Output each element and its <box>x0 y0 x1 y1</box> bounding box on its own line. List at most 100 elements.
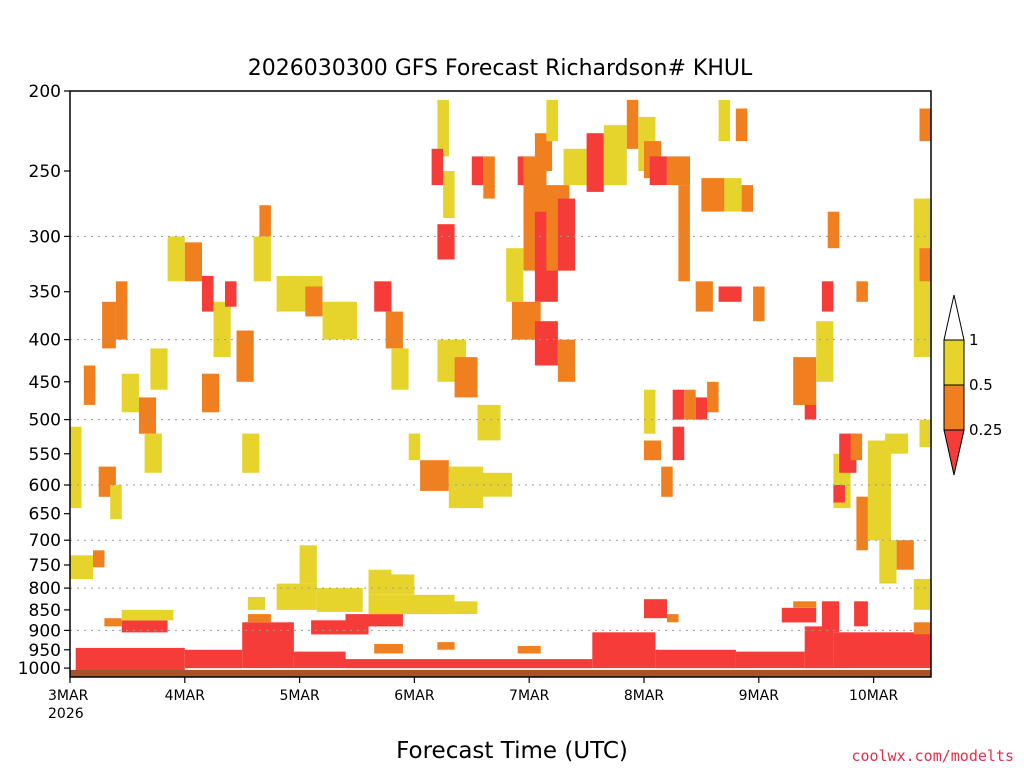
ri-cell-yellow <box>144 433 162 473</box>
ri-cell-yellow <box>477 472 512 497</box>
x-tick-label: 3MAR <box>48 688 89 704</box>
y-tick-label: 600 <box>29 476 61 496</box>
x-tick-label: 7MAR <box>509 688 550 704</box>
ri-cell-orange <box>667 156 690 186</box>
ri-cell-orange <box>793 357 817 405</box>
ri-cell-yellow <box>299 545 317 584</box>
ri-cell-red <box>804 626 834 669</box>
ri-cell-orange <box>93 550 105 568</box>
ri-cell-yellow <box>867 440 891 541</box>
ri-cell-red <box>374 281 392 312</box>
ri-cell-red <box>833 485 845 503</box>
legend-level-label: 0.25 <box>969 421 1002 439</box>
ri-cell-yellow <box>408 433 421 461</box>
ri-cell-yellow <box>477 404 501 441</box>
ri-cell-red <box>534 321 558 366</box>
ri-cell-orange <box>644 440 662 461</box>
y-tick-label: 750 <box>29 556 61 576</box>
ri-cell-orange <box>534 133 553 171</box>
legend-swatch-orange <box>943 384 965 431</box>
ri-cell-yellow <box>276 583 317 610</box>
ri-cell-red <box>833 632 931 669</box>
ri-cell-orange <box>517 646 541 654</box>
ri-cell-orange <box>919 108 931 142</box>
ri-cell-orange <box>701 178 725 212</box>
ri-cell-yellow <box>322 301 357 340</box>
ri-cell-yellow <box>448 601 478 614</box>
ri-cell-red <box>695 397 708 420</box>
color-legend: 1 0.5 0.25 <box>943 294 1002 476</box>
y-tick-label: 250 <box>29 162 61 182</box>
y-tick-label: 850 <box>29 601 61 621</box>
y-tick-label: 900 <box>29 621 61 641</box>
ri-cell-orange <box>793 601 817 608</box>
x-tick-label: 4MAR <box>165 688 206 704</box>
ri-cell-orange <box>104 618 122 627</box>
ri-cell-red <box>225 281 237 307</box>
ri-cell-red <box>184 649 243 669</box>
legend-swatch-yellow <box>943 339 965 386</box>
ri-cell-yellow <box>121 609 174 621</box>
ri-cell-yellow <box>885 433 909 454</box>
ri-cell-orange <box>247 614 271 623</box>
ri-cell-yellow <box>150 348 168 390</box>
ri-cell-orange <box>850 433 863 461</box>
ri-cell-red <box>202 276 214 312</box>
ri-cell-yellow <box>879 540 897 584</box>
ri-cell-orange <box>896 540 914 570</box>
ri-cell-red <box>471 156 484 186</box>
ri-cell-yellow <box>391 574 415 595</box>
ri-cell-red <box>735 651 805 669</box>
ri-cell-red <box>854 601 868 627</box>
ri-cell-yellow <box>546 99 558 142</box>
ri-cell-orange <box>138 397 157 434</box>
ri-cell-red <box>655 649 736 669</box>
y-tick-label: 1000 <box>18 659 61 679</box>
legend-bottom-arrow <box>943 429 965 476</box>
ri-cell-red <box>672 426 685 461</box>
x-tick-label: 10MAR <box>849 688 898 704</box>
ri-cell-yellow <box>644 389 656 434</box>
ri-cell-yellow <box>391 348 409 390</box>
ri-cell-red <box>431 148 444 186</box>
y-axis: 200 250 300 350 400 450 500 550 600 650 700 750 8008… <box>18 82 70 679</box>
ri-cell-yellow <box>121 373 139 413</box>
ri-cell-yellow <box>368 569 392 595</box>
y-tick-label: 450 <box>29 373 61 393</box>
ri-cell-orange <box>437 642 455 650</box>
plot-frame <box>69 90 932 678</box>
ri-cell-orange <box>707 381 719 413</box>
y-tick-label: 300 <box>29 227 61 247</box>
ri-cell-orange <box>385 311 403 349</box>
legend-level-label: 0.5 <box>969 376 993 394</box>
ri-cell-orange <box>374 644 403 654</box>
ri-cell-red <box>557 198 576 271</box>
ri-cell-orange <box>102 301 116 349</box>
y-tick-label: 400 <box>29 331 61 351</box>
credit-link[interactable]: coolwx.com/modelts <box>851 747 1014 765</box>
y-tick-label: 500 <box>29 411 61 431</box>
ri-cell-orange <box>856 281 868 302</box>
ri-cell-ground <box>70 669 931 677</box>
ri-cell-yellow <box>603 125 627 186</box>
ri-cell-yellow <box>242 433 260 473</box>
ri-cell-orange <box>184 242 202 282</box>
ri-cell-orange <box>661 466 673 497</box>
ri-cell-red <box>121 620 168 633</box>
y-tick-label: 550 <box>29 445 61 465</box>
ri-cell-red <box>644 599 667 619</box>
richardson-fill-layer <box>70 99 931 677</box>
ri-cell-yellow <box>213 301 231 358</box>
ri-cell-yellow <box>724 178 742 212</box>
ri-cell-yellow <box>70 426 82 509</box>
ri-cell-red <box>649 156 667 186</box>
ri-cell-orange <box>684 389 696 420</box>
ri-cell-orange <box>741 185 754 212</box>
ri-cell-yellow <box>816 321 834 382</box>
ri-cell-yellow <box>506 248 524 302</box>
ri-cell-red <box>672 389 685 420</box>
ri-cell-red <box>437 224 455 260</box>
ri-cell-red <box>345 659 593 669</box>
ri-cell-yellow <box>253 236 271 282</box>
